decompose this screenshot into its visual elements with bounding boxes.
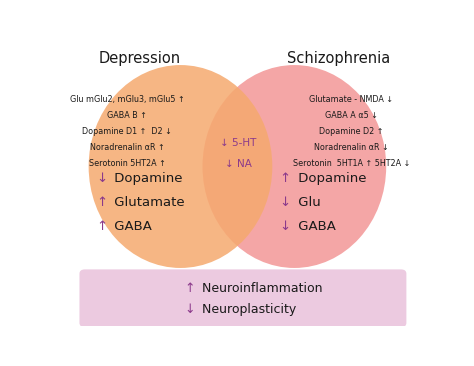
Ellipse shape <box>89 65 272 268</box>
Text: ↑: ↑ <box>96 196 107 209</box>
Text: ↓: ↓ <box>96 172 107 185</box>
FancyBboxPatch shape <box>80 269 406 327</box>
Text: GABA B ↑: GABA B ↑ <box>107 111 147 120</box>
Text: Neuroplasticity: Neuroplasticity <box>198 303 296 315</box>
Text: Depression: Depression <box>99 51 181 66</box>
Text: Noradrenalin αR ↑: Noradrenalin αR ↑ <box>90 143 164 152</box>
Text: Dopamine: Dopamine <box>110 172 182 185</box>
Text: ↓: ↓ <box>280 196 291 209</box>
Text: ↓ 5-HT: ↓ 5-HT <box>220 138 257 148</box>
Text: Dopamine: Dopamine <box>293 172 366 185</box>
Ellipse shape <box>202 65 386 268</box>
Text: ↑: ↑ <box>280 172 291 185</box>
Text: GABA A α5 ↓: GABA A α5 ↓ <box>325 111 378 120</box>
Text: ↓: ↓ <box>184 303 195 315</box>
Text: ↓: ↓ <box>280 220 291 233</box>
Text: Glu: Glu <box>293 196 320 209</box>
Text: Glutamate: Glutamate <box>110 196 184 209</box>
Text: Serotonin  5HT1A ↑ 5HT2A ↓: Serotonin 5HT1A ↑ 5HT2A ↓ <box>292 159 410 168</box>
Text: Dopamine D1 ↑  D2 ↓: Dopamine D1 ↑ D2 ↓ <box>82 127 172 136</box>
Text: Glu mGlu2, mGlu3, mGlu5 ↑: Glu mGlu2, mGlu3, mGlu5 ↑ <box>70 95 184 104</box>
Text: Noradrenalin αR ↓: Noradrenalin αR ↓ <box>314 143 389 152</box>
Text: Schizophrenia: Schizophrenia <box>287 51 390 66</box>
Text: Serotonin 5HT2A ↑: Serotonin 5HT2A ↑ <box>89 159 165 168</box>
Text: ↑: ↑ <box>184 282 195 295</box>
Text: Neuroinflammation: Neuroinflammation <box>198 282 323 295</box>
Text: ↑: ↑ <box>96 220 107 233</box>
Text: GABA: GABA <box>110 220 152 233</box>
Text: Glutamate - NMDA ↓: Glutamate - NMDA ↓ <box>309 95 393 104</box>
Text: GABA: GABA <box>293 220 336 233</box>
Text: ↓ NA: ↓ NA <box>225 160 252 169</box>
Text: Dopamine D2 ↑: Dopamine D2 ↑ <box>319 127 383 136</box>
